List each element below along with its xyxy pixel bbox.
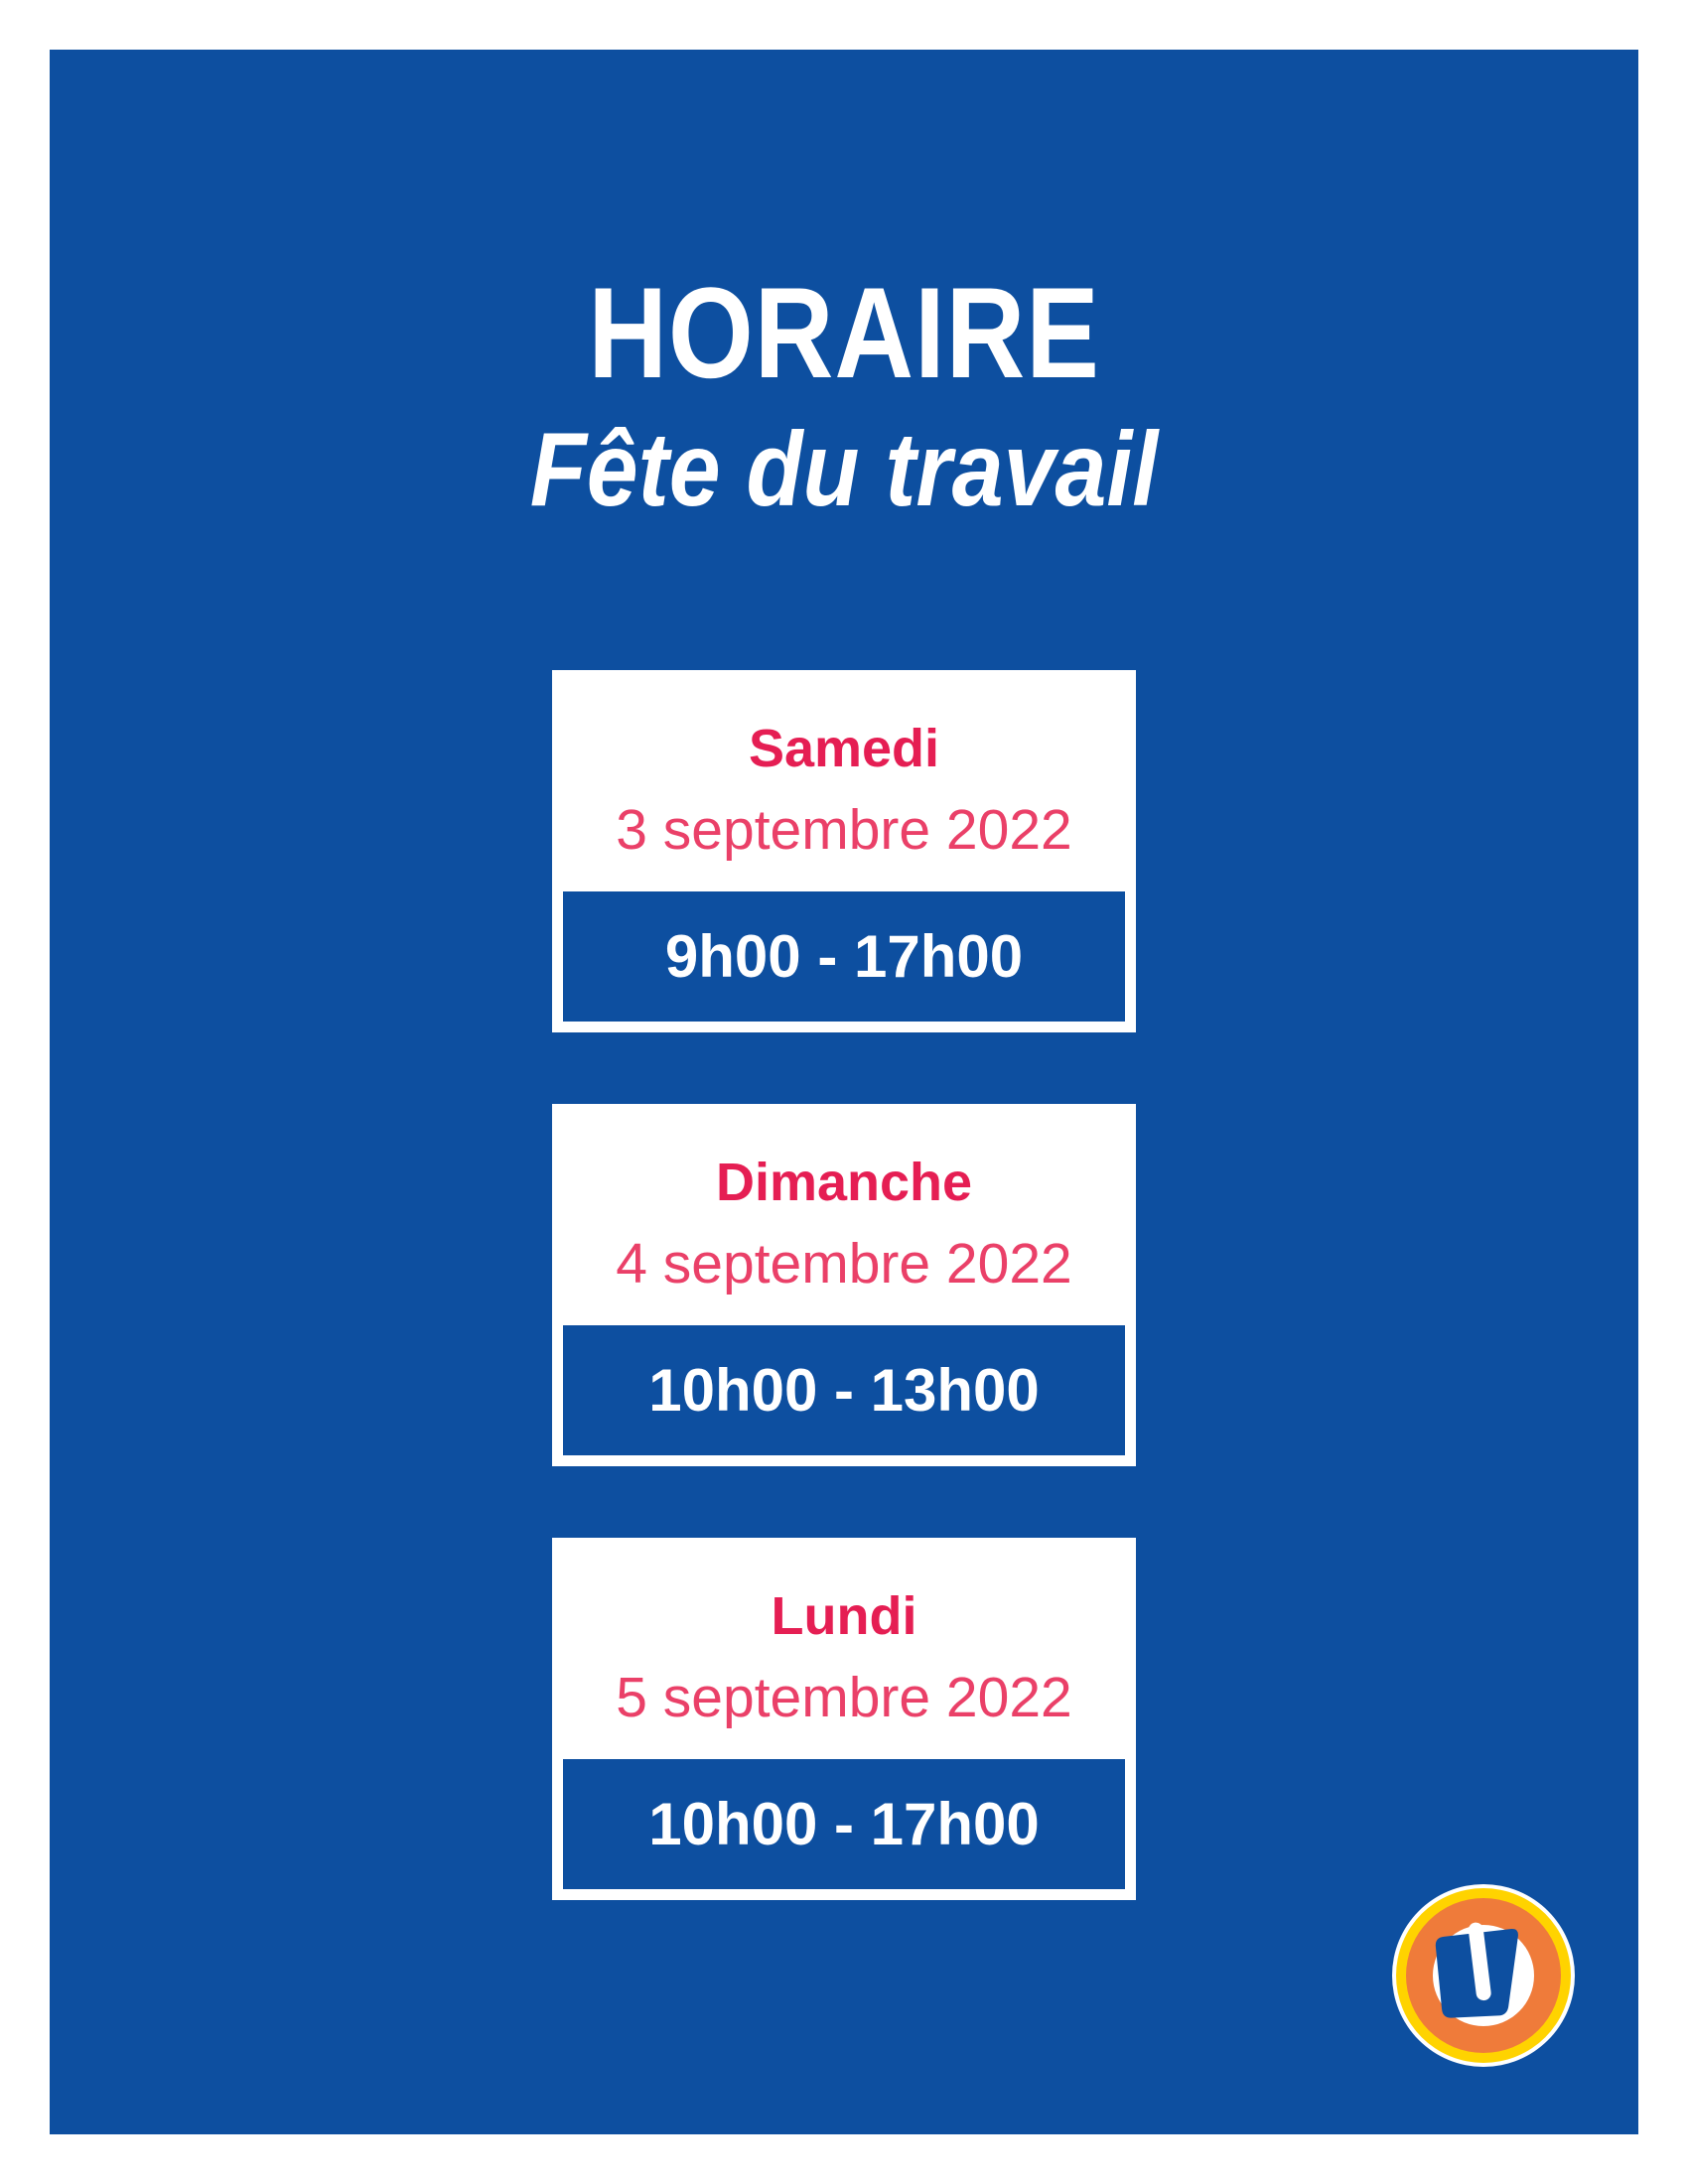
- date-label: 4 septembre 2022: [616, 1232, 1072, 1296]
- date-label: 3 septembre 2022: [616, 798, 1072, 862]
- u-brand-icon: [1392, 1884, 1575, 2067]
- hours-band: 9h00 - 17h00: [563, 891, 1125, 1022]
- poster-title: HORAIRE: [588, 260, 1100, 405]
- hours-label: 9h00 - 17h00: [664, 922, 1024, 990]
- date-label: 5 septembre 2022: [616, 1666, 1072, 1729]
- hours-band: 10h00 - 17h00: [563, 1759, 1125, 1889]
- schedule-card-lundi: Lundi 5 septembre 2022 10h00 - 17h00: [552, 1538, 1136, 1900]
- hours-label: 10h00 - 13h00: [648, 1356, 1040, 1424]
- hours-label: 10h00 - 17h00: [648, 1790, 1040, 1857]
- day-label: Lundi: [771, 1586, 917, 1646]
- hours-band: 10h00 - 13h00: [563, 1325, 1125, 1455]
- schedule-card-samedi: Samedi 3 septembre 2022 9h00 - 17h00: [552, 670, 1136, 1032]
- u-letter-slot: [1468, 1922, 1491, 2001]
- u-brand-logo-svg: [1392, 1884, 1575, 2067]
- day-label: Dimanche: [715, 1153, 973, 1212]
- day-label: Samedi: [748, 719, 940, 778]
- blue-panel: HORAIRE Fête du travail Samedi 3 septemb…: [50, 50, 1638, 2134]
- schedule-card-dimanche: Dimanche 4 septembre 2022 10h00 - 13h00: [552, 1104, 1136, 1466]
- poster-subtitle: Fête du travail: [529, 411, 1159, 528]
